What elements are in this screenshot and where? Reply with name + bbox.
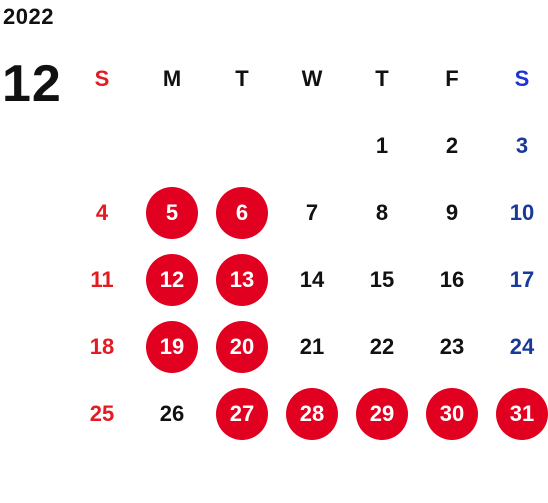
day-number-highlighted: 29: [356, 387, 408, 440]
day-number: 16: [439, 266, 465, 292]
day-number: 1: [375, 132, 389, 158]
weekday-label: S: [514, 65, 530, 91]
day-number: 26: [159, 400, 185, 426]
day-cell: 3: [487, 112, 548, 179]
day-number: 7: [305, 199, 319, 225]
weekday-thursday: T: [347, 45, 417, 112]
day-number-highlighted: 6: [216, 186, 268, 239]
day-cell: 1: [347, 112, 417, 179]
day-cell: 16: [417, 246, 487, 313]
day-cell-highlighted: 29: [347, 380, 417, 447]
day-cell: 21: [277, 313, 347, 380]
day-cell: 14: [277, 246, 347, 313]
weekday-tuesday: T: [207, 45, 277, 112]
day-cell-highlighted: 5: [137, 179, 207, 246]
day-cell-highlighted: 28: [277, 380, 347, 447]
day-number-highlighted: 19: [146, 320, 198, 373]
day-number: 23: [439, 333, 465, 359]
day-number: 15: [369, 266, 395, 292]
weekday-saturday: S: [487, 45, 548, 112]
weekday-label: M: [162, 65, 182, 91]
day-number-highlighted: 5: [146, 186, 198, 239]
day-cell: 18: [67, 313, 137, 380]
day-number: 9: [445, 199, 459, 225]
day-cell: 24: [487, 313, 548, 380]
weekday-label: T: [235, 65, 249, 91]
day-cell-highlighted: 19: [137, 313, 207, 380]
day-number: 8: [375, 199, 389, 225]
day-cell: 23: [417, 313, 487, 380]
day-number-highlighted: 31: [496, 387, 548, 440]
day-number: 2: [445, 132, 459, 158]
weekday-friday: F: [417, 45, 487, 112]
weekday-sunday: S: [67, 45, 137, 112]
day-cell: 9: [417, 179, 487, 246]
day-number-highlighted: 30: [426, 387, 478, 440]
day-number-highlighted: 20: [216, 320, 268, 373]
weekday-monday: M: [137, 45, 207, 112]
day-cell-empty: [207, 112, 277, 179]
day-number: 21: [299, 333, 325, 359]
day-cell: 2: [417, 112, 487, 179]
day-cell-highlighted: 27: [207, 380, 277, 447]
weekday-label: S: [94, 65, 110, 91]
weekday-wednesday: W: [277, 45, 347, 112]
day-number: 18: [89, 333, 115, 359]
weekday-label: W: [301, 65, 323, 91]
day-number: 24: [509, 333, 535, 359]
day-number: 3: [515, 132, 529, 158]
year-label: 2022: [3, 4, 54, 29]
day-number: 14: [299, 266, 325, 292]
weekday-label: T: [375, 65, 389, 91]
day-number-highlighted: 13: [216, 253, 268, 306]
day-cell: 22: [347, 313, 417, 380]
day-cell: 17: [487, 246, 548, 313]
day-number: 25: [89, 400, 115, 426]
day-number-highlighted: 27: [216, 387, 268, 440]
day-cell: 7: [277, 179, 347, 246]
day-cell: 26: [137, 380, 207, 447]
day-cell: 10: [487, 179, 548, 246]
day-cell-empty: [277, 112, 347, 179]
day-cell-highlighted: 12: [137, 246, 207, 313]
day-cell-highlighted: 6: [207, 179, 277, 246]
day-cell: 15: [347, 246, 417, 313]
day-cell-empty: [137, 112, 207, 179]
day-cell: 8: [347, 179, 417, 246]
day-number: 11: [90, 266, 114, 292]
day-number: 22: [369, 333, 395, 359]
day-number: 4: [95, 199, 109, 225]
day-cell-highlighted: 13: [207, 246, 277, 313]
day-number-highlighted: 12: [146, 253, 198, 306]
day-number-highlighted: 28: [286, 387, 338, 440]
month-number: 12: [2, 55, 62, 113]
day-number: 10: [509, 199, 535, 225]
day-cell: 4: [67, 179, 137, 246]
weekday-label: F: [445, 65, 459, 91]
day-cell-highlighted: 20: [207, 313, 277, 380]
calendar-grid: S M T W T F S 1 2 3 4 5 6 7 8 9 10 11 12…: [67, 45, 548, 447]
day-cell-highlighted: 31: [487, 380, 548, 447]
day-cell: 11: [67, 246, 137, 313]
day-cell: 25: [67, 380, 137, 447]
day-cell-empty: [67, 112, 137, 179]
day-cell-highlighted: 30: [417, 380, 487, 447]
day-number: 17: [509, 266, 535, 292]
